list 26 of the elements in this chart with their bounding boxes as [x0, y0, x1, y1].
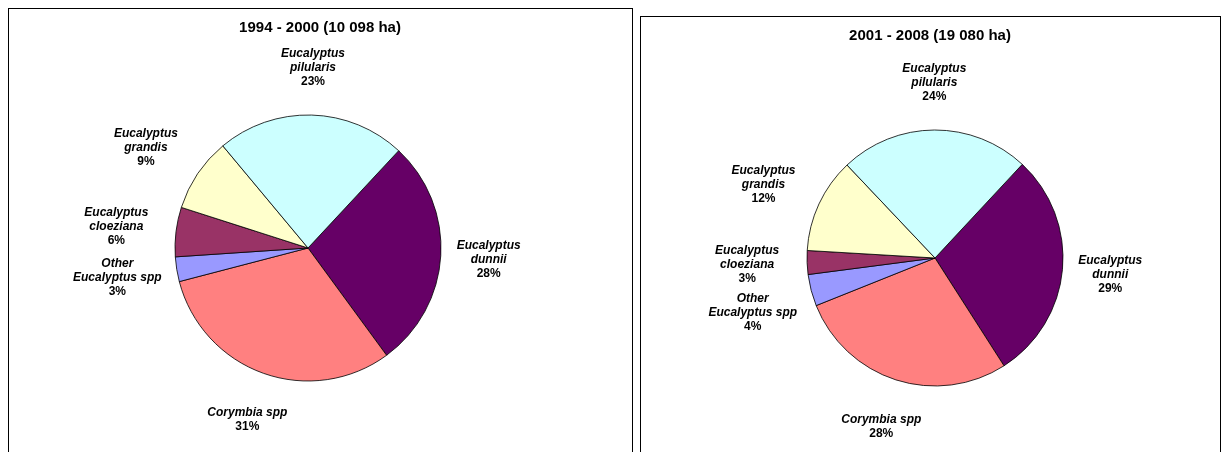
chart-title: 1994 - 2000 (10 098 ha) [239, 18, 401, 35]
slice-label: Corymbia spp [841, 411, 922, 426]
data-label: 29% [1098, 280, 1123, 295]
slice-label: Eucalyptus grandis [731, 162, 796, 191]
slice-label: Other Eucalyptus spp [73, 256, 162, 285]
data-label: 4% [744, 319, 762, 334]
slice-label: Eucalyptus pilularis [280, 46, 346, 75]
slice-label: Eucalyptus cloeziana [84, 205, 149, 234]
data-label: 23% [300, 74, 326, 89]
slice-label: Eucalyptus dunnii [456, 237, 522, 266]
data-label: 3% [738, 271, 757, 286]
chart-title: 2001 - 2008 (19 080 ha) [849, 26, 1011, 43]
data-label: 12% [751, 190, 776, 205]
data-label: 28% [476, 265, 502, 280]
slice-label: Eucalyptus dunnii [1078, 252, 1143, 281]
slice-label: Eucalyptus cloeziana [715, 243, 780, 272]
data-label: 24% [922, 89, 947, 103]
data-label: 3% [108, 284, 127, 299]
data-label: 6% [107, 233, 126, 248]
slice-label: Other Eucalyptus spp [708, 291, 798, 320]
data-label: 9% [137, 153, 155, 168]
data-label: 31% [235, 418, 260, 433]
data-label: 28% [869, 425, 894, 440]
slice-label: Corymbia spp [207, 404, 288, 419]
slice-label: Eucalyptus pilularis [902, 61, 967, 89]
slice-label: Eucalyptus grandis [113, 125, 179, 154]
